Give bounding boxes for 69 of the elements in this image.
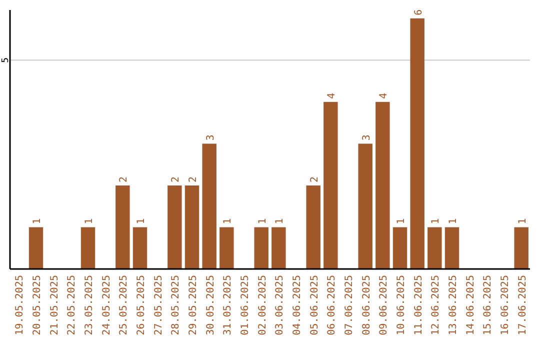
data-label: 4 <box>378 92 390 99</box>
x-tick-label: 28.05.2025 <box>170 275 182 336</box>
data-label: 1 <box>430 218 442 224</box>
data-label: 2 <box>170 176 182 182</box>
x-tick-label: 16.06.2025 <box>500 275 511 336</box>
bar <box>428 227 442 269</box>
x-tick-label: 27.05.2025 <box>153 275 164 336</box>
data-label: 1 <box>222 218 234 224</box>
data-label: 3 <box>361 134 372 141</box>
bar <box>410 18 424 269</box>
bar <box>306 185 320 269</box>
bar <box>376 102 390 269</box>
bar <box>28 227 44 269</box>
bar <box>358 144 372 269</box>
x-tick-label: 07.06.2025 <box>344 275 355 336</box>
bar <box>324 102 338 269</box>
x-tick-label: 24.05.2025 <box>101 275 112 336</box>
data-label: 1 <box>517 218 528 224</box>
x-tick-label: 17.06.2025 <box>517 275 528 336</box>
bar <box>272 227 286 269</box>
bar <box>184 185 200 269</box>
data-label: 1 <box>32 218 43 224</box>
data-label: 1 <box>136 218 147 224</box>
bar <box>132 227 148 269</box>
x-tick-label: 31.05.2025 <box>222 275 234 336</box>
x-tick-label: 30.05.2025 <box>205 275 216 336</box>
bar <box>444 227 460 269</box>
x-tick-label: 01.06.2025 <box>240 275 251 336</box>
data-label: 1 <box>448 218 459 224</box>
x-tick-label: 04.06.2025 <box>292 275 303 336</box>
bar <box>254 227 268 269</box>
data-label: 3 <box>205 134 216 141</box>
x-tick-label: 25.05.2025 <box>118 275 130 336</box>
x-tick-label: 23.05.2025 <box>84 275 95 336</box>
x-tick-label: 08.06.2025 <box>361 275 372 336</box>
data-label: 1 <box>396 218 407 224</box>
y-tick-label: 5 <box>1 57 11 63</box>
data-label: 4 <box>326 92 338 99</box>
x-tick-label: 26.05.2025 <box>136 275 147 336</box>
data-label: 1 <box>84 218 95 224</box>
data-label: 2 <box>118 176 130 182</box>
x-tick-label: 12.06.2025 <box>430 275 442 336</box>
data-label: 2 <box>188 176 199 182</box>
data-label: 2 <box>309 176 320 182</box>
bar <box>220 227 234 269</box>
x-tick-label: 06.06.2025 <box>326 275 338 336</box>
bar <box>514 227 528 269</box>
x-tick-label: 29.05.2025 <box>188 275 199 336</box>
bar <box>80 227 96 269</box>
x-tick-label: 22.05.2025 <box>66 275 78 336</box>
x-tick-label: 15.06.2025 <box>482 275 494 336</box>
x-tick-label: 13.06.2025 <box>448 275 459 336</box>
data-label: 6 <box>413 9 424 16</box>
x-tick-label: 10.06.2025 <box>396 275 407 336</box>
data-label: 1 <box>257 218 268 224</box>
bar <box>168 185 182 269</box>
x-tick-label: 05.06.2025 <box>309 275 320 336</box>
x-tick-label: 21.05.2025 <box>49 275 60 336</box>
x-tick-label: 02.06.2025 <box>257 275 268 336</box>
bar <box>202 144 216 269</box>
x-tick-label: 09.06.2025 <box>378 275 390 336</box>
x-tick-label: 14.06.2025 <box>465 275 476 336</box>
bar <box>392 227 408 269</box>
bar <box>116 185 130 269</box>
x-tick-label: 19.05.2025 <box>14 275 26 336</box>
data-label: 1 <box>274 218 286 224</box>
x-tick-label: 03.06.2025 <box>274 275 286 336</box>
x-tick-label: 11.06.2025 <box>413 275 424 336</box>
x-tick-label: 20.05.2025 <box>32 275 43 336</box>
